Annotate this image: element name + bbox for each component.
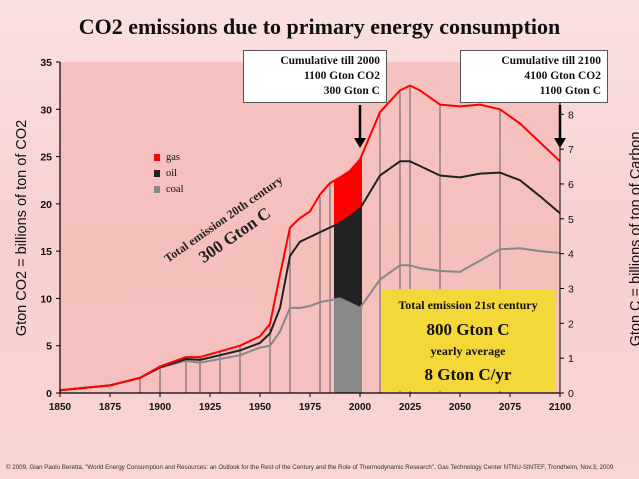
x-tick-label: 1975 [299, 402, 322, 413]
footer-citation: © 2009, Gian Paolo Beretta, "World Energ… [6, 464, 614, 471]
legend-label-gas: gas [166, 151, 180, 163]
y2-tick-label: 2 [568, 318, 574, 330]
y-tick-label: 10 [40, 293, 52, 305]
coal-fill-wedge [334, 298, 362, 393]
callout-2100-line1: Cumulative till 2100 [501, 55, 601, 67]
y2-tick-label: 1 [568, 353, 574, 365]
y2-tick-label: 4 [568, 249, 574, 261]
y2-tick-label: 8 [568, 109, 574, 121]
callout-cumulative-2100: Cumulative till 2100 4100 Gton CO2 1100 … [460, 50, 608, 103]
legend-label-oil: oil [166, 167, 178, 179]
x-tick-label: 2075 [499, 402, 522, 413]
series-line-gas [59, 84, 561, 392]
y-tick-label: 0 [46, 388, 52, 400]
yellow-line3: yearly average [430, 344, 506, 358]
legend-item-coal: coal [154, 181, 184, 197]
legend-item-gas: gas [154, 149, 184, 165]
callout-2000-line1: Cumulative till 2000 [280, 55, 380, 67]
x-tick-label: 1875 [99, 402, 122, 413]
legend-item-oil: oil [154, 165, 184, 181]
yellow-line1: Total emission 21st century [398, 298, 538, 312]
y-tick-label: 5 [46, 341, 52, 353]
x-tick-label: 1950 [249, 402, 272, 413]
y2-tick-label: 5 [568, 214, 574, 226]
y2-tick-label: 7 [568, 144, 574, 156]
legend-swatch-gas [154, 153, 160, 161]
x-tick-label: 2025 [399, 402, 422, 413]
y-tick-label: 25 [40, 152, 52, 164]
yellow-line4: 8 Gton C/yr [424, 365, 512, 384]
series-line-oil [59, 160, 561, 392]
x-tick-label: 1850 [49, 402, 72, 413]
callout-cumulative-2000: Cumulative till 2000 1100 Gton CO2 300 G… [243, 50, 387, 103]
x-tick-label: 2000 [349, 402, 372, 413]
x-tick-label: 1900 [149, 402, 172, 413]
y-tick-label: 15 [40, 246, 52, 258]
y2-tick-label: 0 [568, 388, 574, 400]
left-y-axis-label: Gton CO2 = billions of ton of CO2 [14, 119, 30, 337]
right-y-axis-label: Gton C = billions of ton of Carbon [628, 131, 639, 347]
y2-tick-label: 6 [568, 179, 574, 191]
y-tick-label: 20 [40, 199, 52, 211]
y-tick-label: 30 [40, 104, 52, 116]
series-line-coal [59, 247, 561, 392]
y2-tick-label: 3 [568, 283, 574, 295]
chart-title: CO2 emissions due to primary energy cons… [78, 14, 561, 39]
x-tick-label: 2100 [549, 402, 572, 413]
y-tick-label: 35 [40, 57, 52, 69]
callout-2100-line2: 4100 Gton CO2 [524, 70, 601, 82]
legend-swatch-coal [154, 185, 160, 193]
x-tick-label: 1925 [199, 402, 222, 413]
callout-2100-line3: 1100 Gton C [539, 85, 601, 97]
legend-swatch-oil [154, 169, 160, 177]
legend-label-coal: coal [166, 183, 184, 195]
twenty-first-century-box: Total emission 21st century 800 Gton C y… [381, 289, 555, 391]
callout-2000-line3: 300 Gton C [323, 85, 380, 97]
callout-2000-line2: 1100 Gton CO2 [303, 70, 380, 82]
x-tick-label: 2050 [449, 402, 472, 413]
legend: gas oil coal [154, 149, 184, 197]
arrow-2000-head [354, 138, 366, 148]
yellow-line2: 800 Gton C [426, 320, 510, 339]
